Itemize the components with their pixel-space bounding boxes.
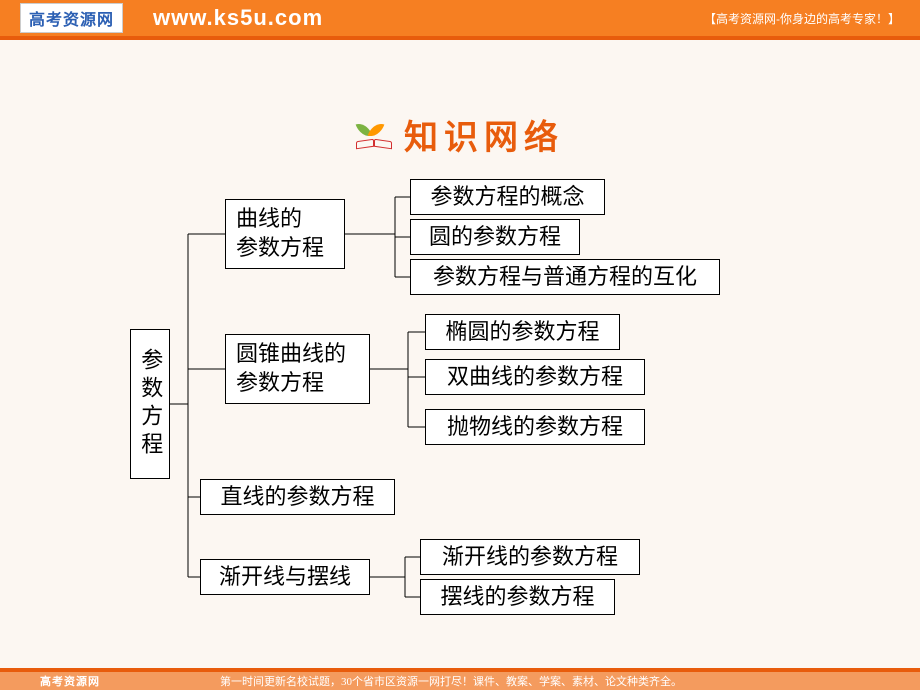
footer-text: 第一时间更新名校试题，30个省市区资源一网打尽！课件、教案、学案、素材、论文种类… — [220, 673, 682, 689]
tree-node: 抛物线的参数方程 — [425, 409, 645, 445]
title-decoration-icon — [356, 122, 392, 148]
tree-node: 圆的参数方程 — [410, 219, 580, 255]
tree-node: 参数方程 — [130, 329, 170, 479]
tree-node: 双曲线的参数方程 — [425, 359, 645, 395]
tree-node: 渐开线与摆线 — [200, 559, 370, 595]
tree-node: 椭圆的参数方程 — [425, 314, 620, 350]
tree-node: 摆线的参数方程 — [420, 579, 615, 615]
logo-text: 高考资源网 — [29, 6, 114, 30]
footer-bar: 高考资源网 第一时间更新名校试题，30个省市区资源一网打尽！课件、教案、学案、素… — [0, 668, 920, 690]
logo-box: 高考资源网 — [20, 3, 123, 33]
tree-node: 圆锥曲线的参数方程 — [225, 334, 370, 404]
knowledge-tree-diagram: 参数方程 曲线的参数方程圆锥曲线的参数方程直线的参数方程渐开线与摆线 参数方程的概念… — [0, 179, 920, 649]
tree-node: 参数方程的概念 — [410, 179, 605, 215]
tree-node: 曲线的参数方程 — [225, 199, 345, 269]
tree-node: 直线的参数方程 — [200, 479, 395, 515]
tree-node: 参数方程与普通方程的互化 — [410, 259, 720, 295]
header-tagline: 【高考资源网-你身边的高考专家！】 — [704, 10, 900, 27]
footer-logo: 高考资源网 — [40, 673, 100, 689]
header-bar: 高考资源网 www.ks5u.com 【高考资源网-你身边的高考专家！】 — [0, 0, 920, 40]
header-url: www.ks5u.com — [153, 5, 323, 31]
title-area: 知识网络 — [0, 110, 920, 159]
tree-node: 渐开线的参数方程 — [420, 539, 640, 575]
page-title: 知识网络 — [404, 110, 564, 159]
